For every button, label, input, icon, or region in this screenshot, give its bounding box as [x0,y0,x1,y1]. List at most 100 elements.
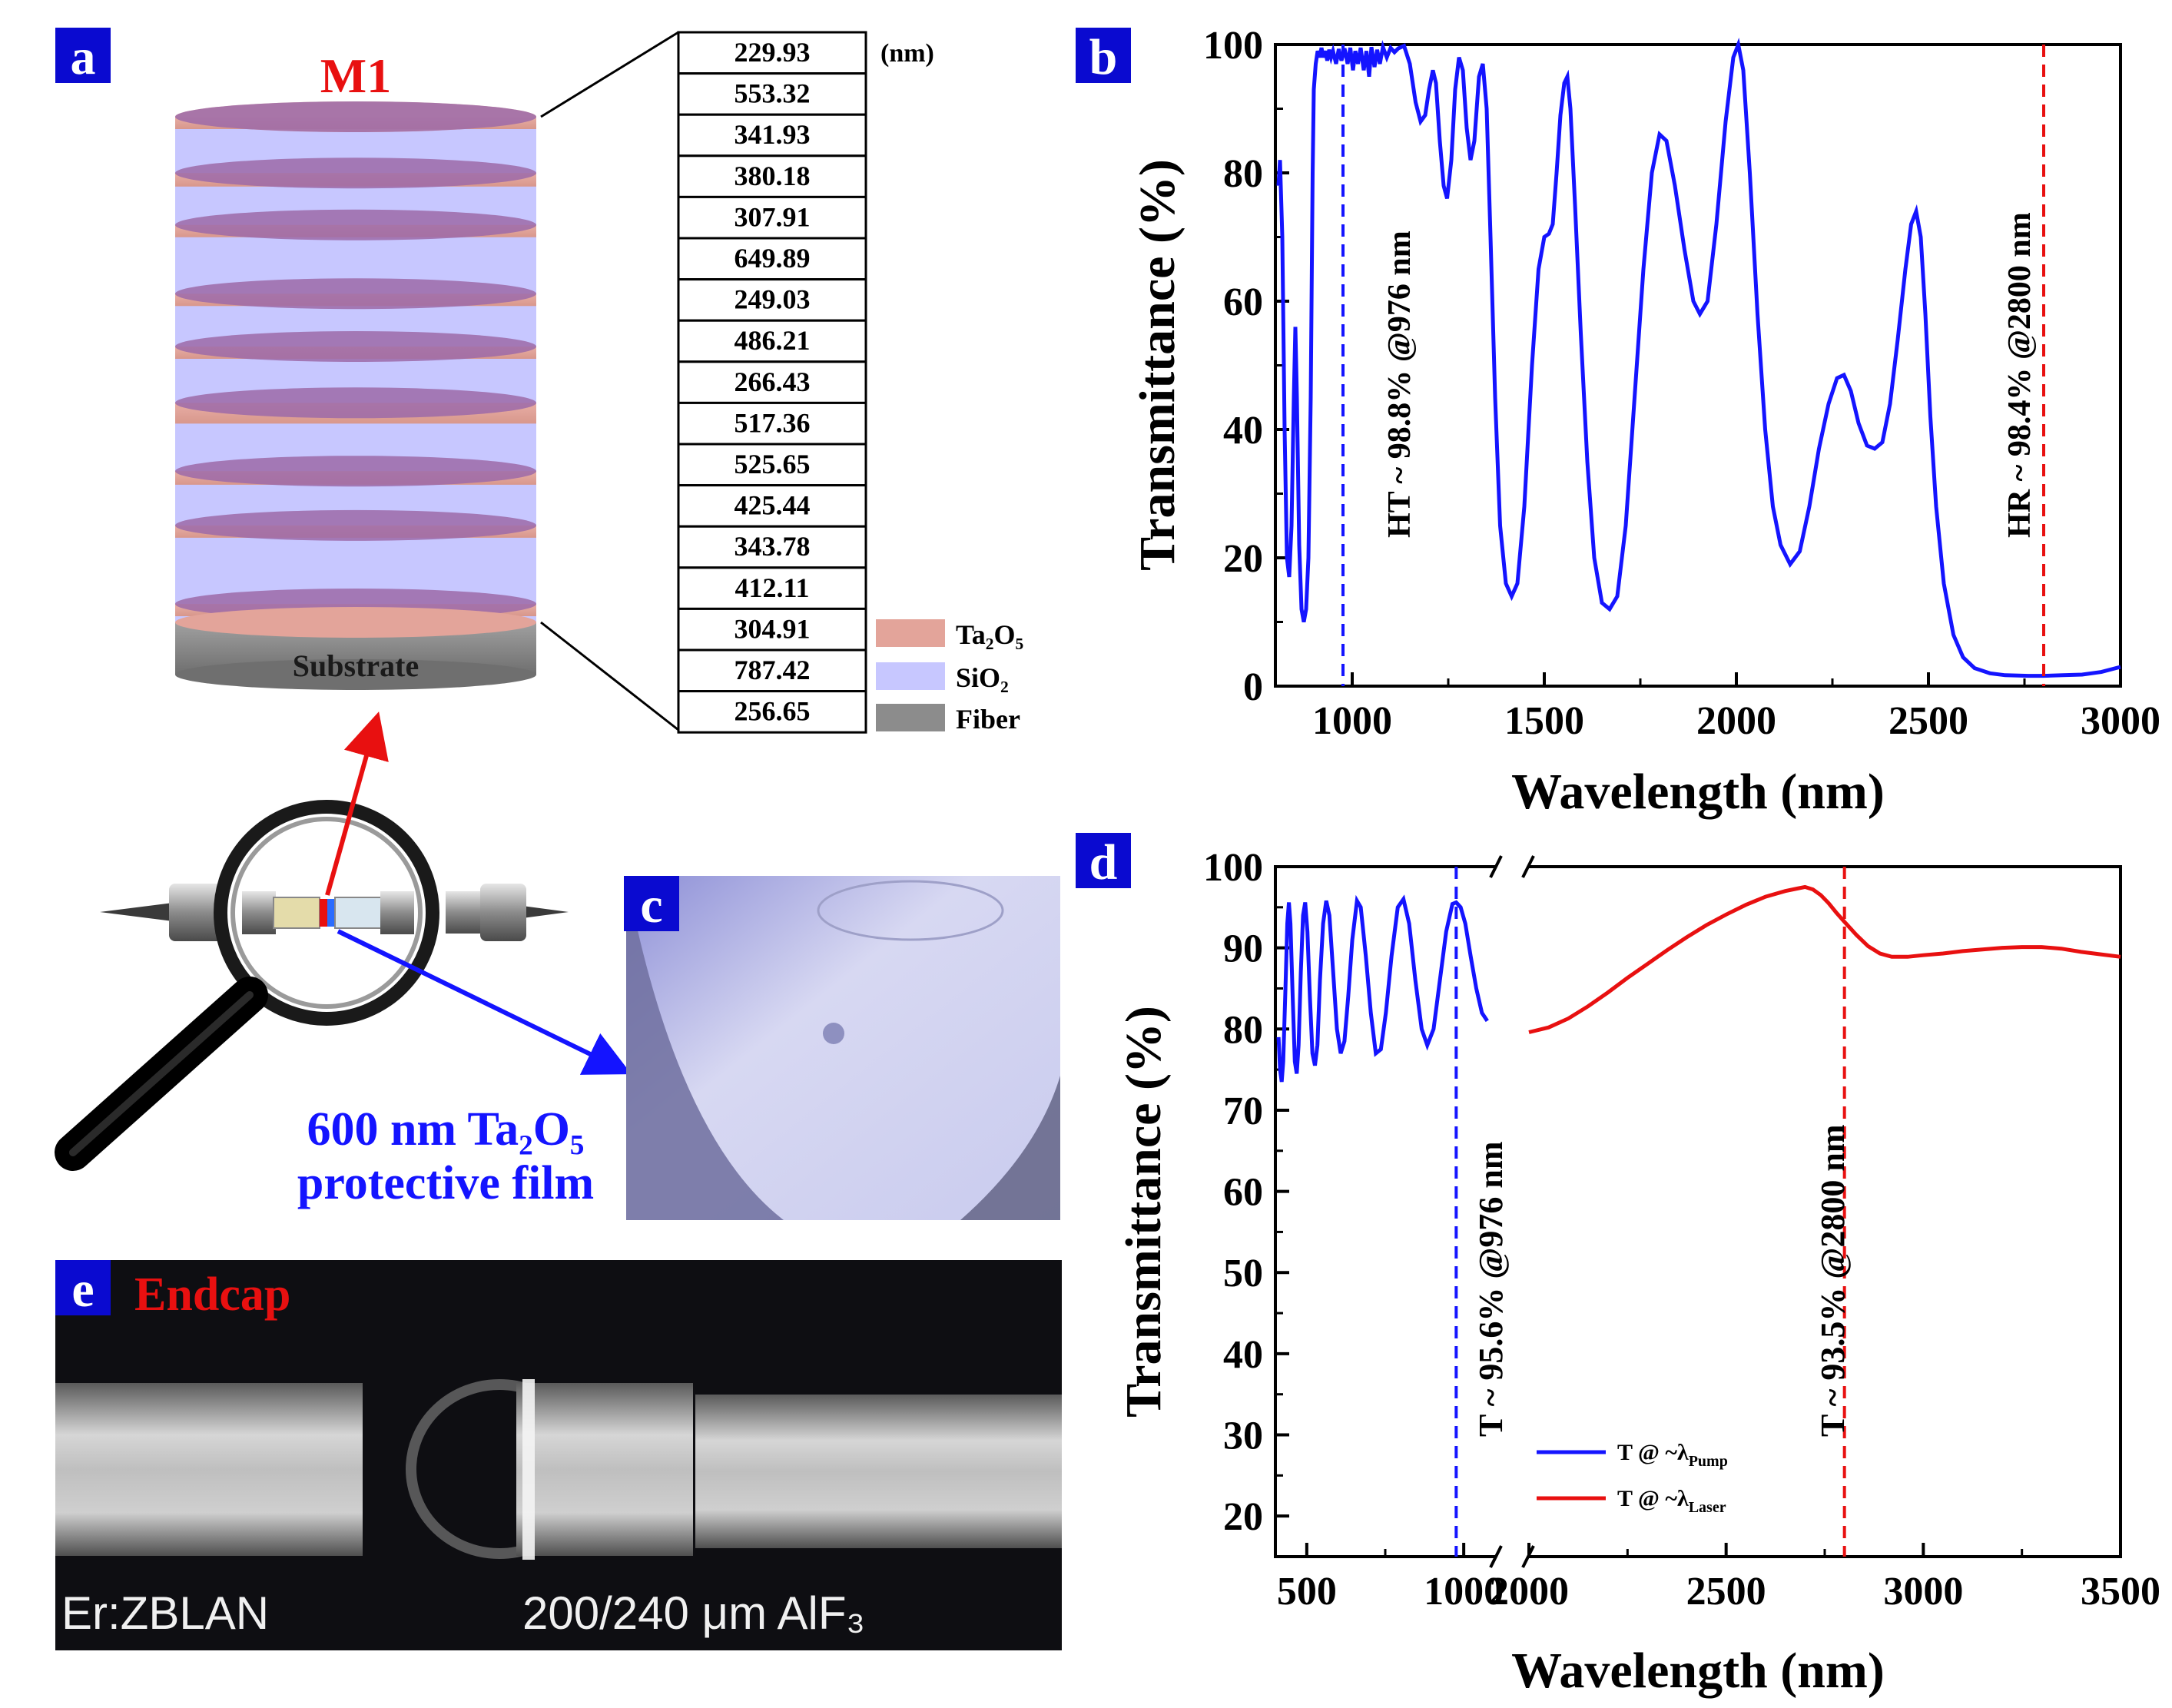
table-value: 249.03 [735,284,811,315]
panel-label-box [624,876,679,931]
stack-layer-top [175,158,536,189]
chart-b-ylabel: Transmittance (%) [1129,159,1185,571]
panel-label-e: e [71,1262,94,1318]
table-value: 380.18 [735,161,811,191]
chart-d-break-mark [1489,855,1503,878]
chart-d-ytick-label: 30 [1223,1414,1263,1458]
panel-label-a: a [71,29,96,85]
magnifier-handle-highlight [69,991,254,1156]
legend-a: Ta₂O₅ SiO₂ Fiber [876,619,1023,735]
panel-b: b 1000 1500 2000 2500 3000 0 20 40 60 80 100 HT ~ … [1076,24,2160,820]
chart-d-xtick-label: 500 [1277,1570,1337,1613]
connector-right-nut [480,884,526,941]
endcap-edge-highlight [522,1379,535,1560]
legend-fiber-swatch [876,704,945,731]
panel-e: e Endcap Er:ZBLAN 200/240 μm AlF₃ [55,1260,1062,1650]
panel-c: c [624,876,1060,1220]
table-value: 341.93 [735,119,811,150]
table-value: 412.11 [735,572,809,603]
chart-b: 1000 1500 2000 2500 3000 0 20 40 60 80 100 HT ~ 98… [1129,24,2160,820]
stack-substrate-top [175,607,536,638]
table-value: 343.78 [735,531,811,562]
chart-b-xtick-label: 3000 [2081,699,2160,743]
chart-b-annotation-hr: HR ~ 98.4% @2800 nm [2002,212,2038,538]
table-cell [677,690,867,734]
table-value: 649.89 [735,243,811,274]
chart-d-ytick-label: 40 [1223,1333,1263,1377]
chart-d-ytick-label: 100 [1203,846,1263,890]
chart-d-break-mark [1521,855,1535,878]
legend-laser-label: T @ ~λLaser [1617,1486,1726,1516]
table-cell [677,154,867,198]
alf3-fiber [695,1395,1062,1548]
chart-d-series-laser [1528,884,2121,1034]
table-cell [677,113,867,158]
stack-layer-top [175,331,536,363]
chart-d-ytick-label: 80 [1223,1008,1263,1052]
fiber-connector-illustration [55,711,632,1171]
table-value: 525.65 [735,449,811,479]
table-cell [677,72,867,116]
protective-line2: protective film [297,1157,594,1209]
lens-ferrule-left [273,897,320,929]
er-zblan-fiber [55,1383,363,1556]
chart-b-xtick-label: 1500 [1504,699,1584,743]
panel-label-box [55,28,111,83]
table-cell [677,648,867,693]
table-cell [677,484,867,528]
photo-c-defect [823,1023,844,1044]
stack-layer-top [175,278,536,310]
chart-d-ylabel: Transmittance (%) [1116,1006,1172,1418]
chart-d-series-pump [1276,894,1489,1083]
table-value: 517.36 [735,407,811,438]
table-cell [677,237,867,281]
coating-stack [175,101,536,690]
panel-label-d: d [1089,834,1118,890]
panel-a: a M1 Substrate 229.93 553.32 341.93 380.18 3… [55,28,1023,1209]
stack-sio2-body [175,117,536,622]
chart-b-ytick-label: 80 [1223,152,1263,196]
table-cell [677,401,867,446]
thickness-table: 229.93 553.32 341.93 380.18 307.91 649.89 249.… [677,31,867,734]
arrow-to-stack [325,711,389,896]
zoom-line-bottom [540,621,679,731]
table-value: 787.42 [735,655,811,685]
magnifier-inner-ring [230,817,423,1009]
chart-d-break-mark [1489,1545,1503,1568]
panel-label-box [1076,833,1131,888]
substrate-label: Substrate [293,648,419,683]
chart-b-ytick-label: 100 [1203,24,1263,68]
lens-coating-blue [327,899,335,927]
legend-sio2-swatch [876,662,945,690]
stack-layer-top [175,209,536,240]
lens-ferrule-right [334,897,383,929]
chart-d-xtick-label: 2500 [1686,1570,1766,1613]
table-value: 304.91 [735,613,811,644]
lens-connector-left [242,891,276,934]
chart-d-xlabel: Wavelength (nm) [1511,1643,1885,1699]
legend-pump-label: T @ ~λPump [1617,1440,1728,1470]
panel-label-box [55,1260,111,1315]
chart-b-ytick-label: 60 [1223,280,1263,324]
stack-substrate-bottom [175,659,536,690]
stack-layer-top [175,387,536,419]
stack-title: M1 [320,48,391,103]
chart-d-xtick-label: 2000 [1489,1570,1569,1613]
connector-left-nut [169,884,223,941]
photo-c-ring [817,880,1004,941]
chart-d-legend: T @ ~λPump T @ ~λLaser [1537,1440,1728,1516]
lens-connector-right [380,891,414,934]
chart-d-ytick-label: 90 [1223,927,1263,971]
chart-b-xtick-label: 2500 [1888,699,1968,743]
endcap-segment [516,1383,693,1556]
chart-b-axes: 1000 1500 2000 2500 3000 0 20 40 60 80 100 [1203,24,2160,743]
chart-b-xtick-label: 2000 [1696,699,1776,743]
unit-label: (nm) [880,39,934,68]
chart-d-ytick-label: 60 [1223,1171,1263,1215]
table-value: 229.93 [735,37,811,68]
stack-layer-top [175,101,536,132]
panel-label-b: b [1089,29,1118,85]
